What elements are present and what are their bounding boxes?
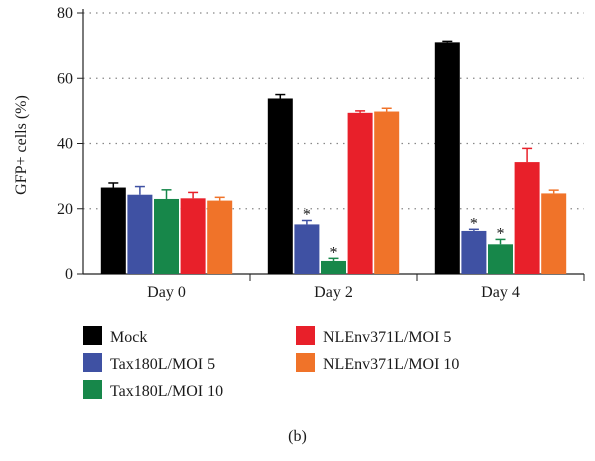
bar-1-3 xyxy=(347,112,373,275)
significance-marker-1-1: * xyxy=(303,206,311,223)
significance-marker-2-1: * xyxy=(470,215,478,232)
legend-label-4: NLEnv371L/MOI 10 xyxy=(323,356,459,373)
legend-swatch-4 xyxy=(296,353,315,372)
bar-0-0 xyxy=(100,187,126,274)
legend-swatch-2 xyxy=(83,380,102,399)
y-tick-label-80: 80 xyxy=(57,5,73,22)
legend-label-2: Tax180L/MOI 10 xyxy=(110,383,223,400)
bars: * * * * xyxy=(100,40,567,275)
x-tick-label-1: Day 2 xyxy=(314,284,353,301)
significance-marker-1-2: * xyxy=(330,244,338,261)
legend-label-1: Tax180L/MOI 5 xyxy=(110,356,215,373)
bar-0-4 xyxy=(207,200,233,274)
panel-label: (b) xyxy=(288,428,307,445)
bar-2-0 xyxy=(434,42,460,274)
bar-2-2 xyxy=(488,244,513,274)
y-tick-label-0: 0 xyxy=(65,266,73,283)
legend-label-3: NLEnv371L/MOI 5 xyxy=(323,329,451,346)
x-tick-label-2: Day 4 xyxy=(481,284,520,301)
y-tick-label-60: 60 xyxy=(57,70,73,87)
bar-1-2 xyxy=(321,260,346,274)
bar-2-1 xyxy=(461,230,487,274)
legend-swatch-1 xyxy=(83,353,102,372)
bar-1-4 xyxy=(374,111,400,274)
legend-label-0: Mock xyxy=(110,329,147,346)
bar-1-0 xyxy=(267,98,293,274)
bar-0-3 xyxy=(180,198,206,274)
bar-2-4 xyxy=(541,193,567,274)
legend-swatch-0 xyxy=(83,326,102,345)
legend: Mock Tax180L/MOI 5 Tax180L/MOI 10 NLEnv371L… xyxy=(83,326,459,400)
y-axis-label: GFP+ cells (%) xyxy=(13,95,30,195)
significance-marker-2-2: * xyxy=(497,225,505,242)
legend-swatch-3 xyxy=(296,326,315,345)
axes: 0 20 40 60 80 Day 0 Day 2 Day 4 xyxy=(57,5,585,301)
grid-lines xyxy=(83,12,584,210)
bar-0-1 xyxy=(127,194,153,274)
x-tick-label-0: Day 0 xyxy=(147,284,186,301)
bar-0-2 xyxy=(154,198,179,274)
y-tick-label-40: 40 xyxy=(57,136,73,153)
bar-1-1 xyxy=(294,224,320,274)
y-tick-label-20: 20 xyxy=(57,201,73,218)
bar-2-3 xyxy=(514,162,540,274)
